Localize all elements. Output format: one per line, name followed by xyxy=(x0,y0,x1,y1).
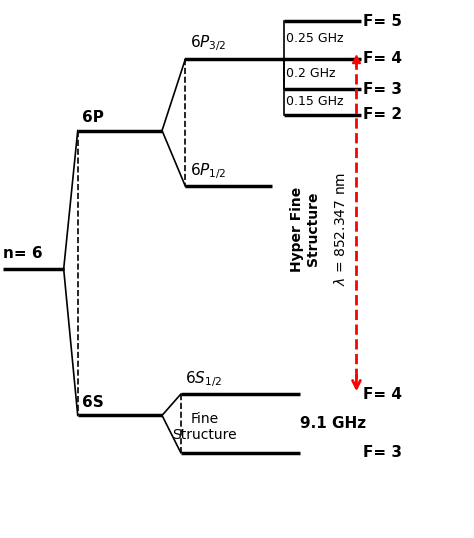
Text: $6S_{1/2}$: $6S_{1/2}$ xyxy=(185,369,223,389)
Text: 0.25 GHz: 0.25 GHz xyxy=(286,32,344,46)
Text: F= 5: F= 5 xyxy=(364,14,402,29)
Text: $6P_{1/2}$: $6P_{1/2}$ xyxy=(190,161,227,181)
Text: 0.2 GHz: 0.2 GHz xyxy=(286,67,336,80)
Text: F= 2: F= 2 xyxy=(364,107,402,122)
Text: F= 3: F= 3 xyxy=(364,82,402,96)
Text: F= 3: F= 3 xyxy=(364,445,402,460)
Text: Fine
Structure: Fine Structure xyxy=(172,412,237,442)
Text: n= 6: n= 6 xyxy=(3,246,42,261)
Text: $\lambda$ = 852.347 nm: $\lambda$ = 852.347 nm xyxy=(333,172,347,286)
Text: Hyper Fine
Structure: Hyper Fine Structure xyxy=(290,187,320,272)
Text: 6S: 6S xyxy=(82,395,104,410)
Text: F= 4: F= 4 xyxy=(364,51,402,66)
Text: 6P: 6P xyxy=(82,110,104,125)
Text: 0.15 GHz: 0.15 GHz xyxy=(286,95,344,108)
Text: $6P_{3/2}$: $6P_{3/2}$ xyxy=(190,33,227,53)
Text: 9.1 GHz: 9.1 GHz xyxy=(300,416,366,431)
Text: F= 4: F= 4 xyxy=(364,387,402,402)
